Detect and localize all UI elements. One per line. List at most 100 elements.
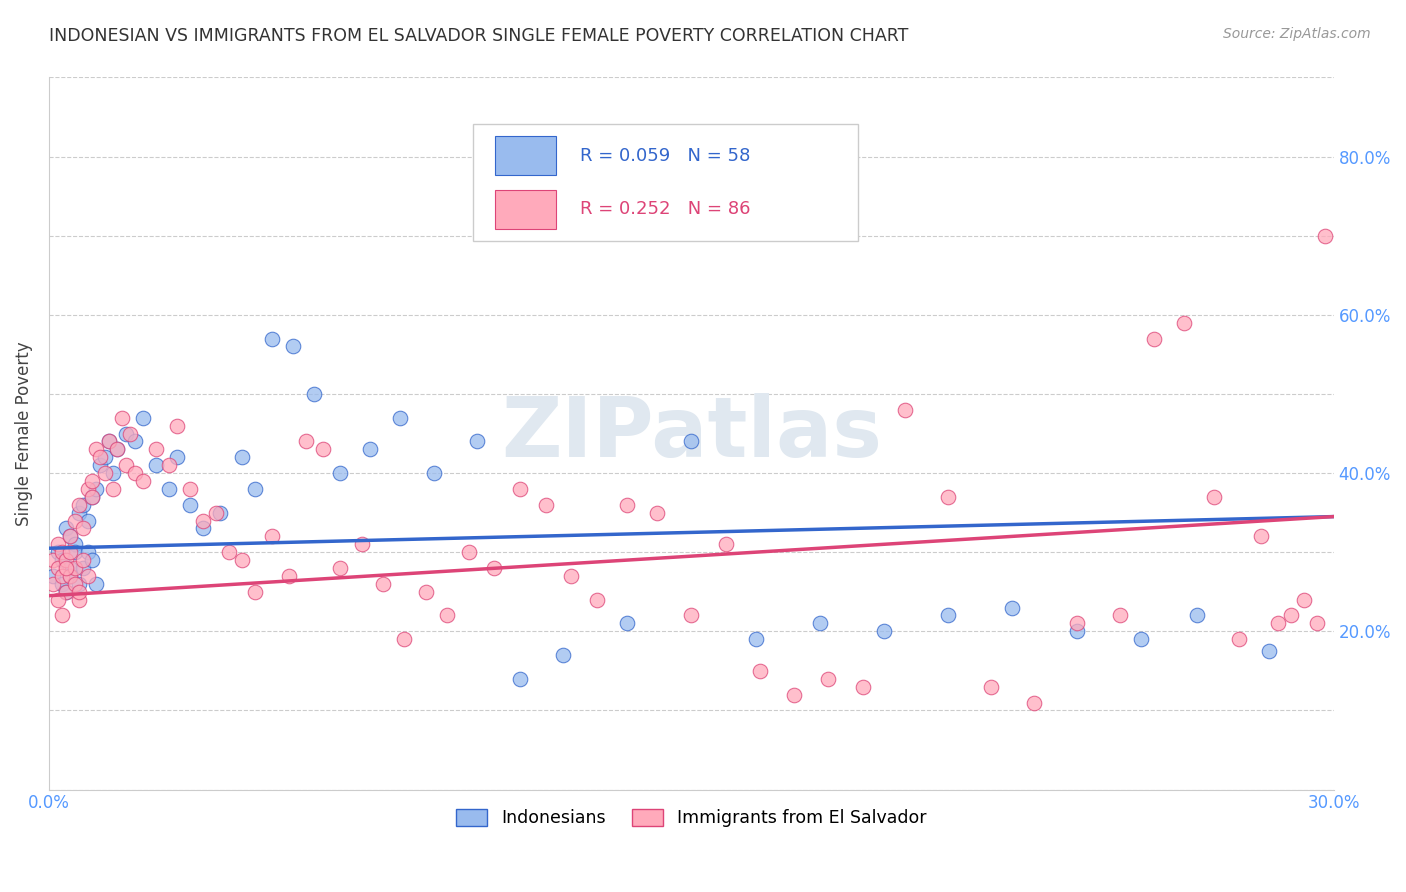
Point <box>534 498 557 512</box>
Point <box>89 458 111 472</box>
Point <box>281 339 304 353</box>
Point <box>51 569 73 583</box>
Point <box>205 506 228 520</box>
Point <box>415 584 437 599</box>
Point <box>873 624 896 639</box>
Point <box>1143 332 1166 346</box>
Point <box>63 577 86 591</box>
Point <box>681 434 703 449</box>
Point <box>645 506 668 520</box>
Point <box>51 608 73 623</box>
Point <box>84 442 107 457</box>
Point <box>107 442 129 457</box>
Point <box>120 426 142 441</box>
Point <box>1279 608 1302 623</box>
Point <box>51 545 73 559</box>
Point <box>55 584 77 599</box>
Point <box>67 577 90 591</box>
Point <box>329 561 352 575</box>
Point <box>67 592 90 607</box>
Text: INDONESIAN VS IMMIGRANTS FROM EL SALVADOR SINGLE FEMALE POVERTY CORRELATION CHAR: INDONESIAN VS IMMIGRANTS FROM EL SALVADO… <box>49 27 908 45</box>
Point <box>808 616 831 631</box>
Point <box>111 410 134 425</box>
Point <box>72 521 94 535</box>
Point <box>359 442 381 457</box>
Point <box>103 466 125 480</box>
Point <box>67 498 90 512</box>
Point <box>115 426 138 441</box>
Point <box>63 537 86 551</box>
Text: R = 0.252   N = 86: R = 0.252 N = 86 <box>579 200 749 219</box>
FancyBboxPatch shape <box>495 190 557 228</box>
Point <box>231 450 253 465</box>
Point <box>817 672 839 686</box>
Point <box>97 434 120 449</box>
Y-axis label: Single Female Poverty: Single Female Poverty <box>15 342 32 525</box>
Text: ZIPatlas: ZIPatlas <box>501 393 882 474</box>
Point <box>394 632 416 647</box>
Point <box>89 450 111 465</box>
Point <box>260 332 283 346</box>
Point <box>744 632 766 647</box>
Point <box>191 514 214 528</box>
Point <box>145 458 167 472</box>
Point <box>1313 228 1336 243</box>
Point <box>80 553 103 567</box>
Point <box>1001 600 1024 615</box>
Point <box>1066 624 1088 639</box>
Point <box>51 553 73 567</box>
Point <box>84 482 107 496</box>
Point <box>389 410 412 425</box>
Point <box>560 569 582 583</box>
Point <box>243 584 266 599</box>
Point <box>312 442 335 457</box>
Point <box>46 592 69 607</box>
Point <box>748 664 770 678</box>
Point <box>115 458 138 472</box>
Point <box>852 680 875 694</box>
Point <box>894 402 917 417</box>
Point <box>295 434 318 449</box>
Point <box>59 545 82 559</box>
Point <box>51 577 73 591</box>
Legend: Indonesians, Immigrants from El Salvador: Indonesians, Immigrants from El Salvador <box>449 802 934 834</box>
Point <box>157 458 180 472</box>
Point <box>67 584 90 599</box>
Point <box>145 442 167 457</box>
Point <box>277 569 299 583</box>
Point <box>55 553 77 567</box>
Point <box>260 529 283 543</box>
Point <box>132 410 155 425</box>
Point <box>1267 616 1289 631</box>
Point <box>616 498 638 512</box>
Point <box>681 608 703 623</box>
Point <box>980 680 1002 694</box>
Point <box>72 553 94 567</box>
Point <box>436 608 458 623</box>
Text: Source: ZipAtlas.com: Source: ZipAtlas.com <box>1223 27 1371 41</box>
Point <box>423 466 446 480</box>
Point <box>465 434 488 449</box>
Point <box>616 616 638 631</box>
Text: R = 0.059   N = 58: R = 0.059 N = 58 <box>579 147 749 165</box>
Point <box>231 553 253 567</box>
Point <box>179 498 201 512</box>
Point <box>63 561 86 575</box>
Point <box>76 482 98 496</box>
Point <box>80 474 103 488</box>
FancyBboxPatch shape <box>495 136 557 176</box>
Point <box>55 561 77 575</box>
Point <box>124 466 146 480</box>
Point <box>42 577 65 591</box>
Point <box>783 688 806 702</box>
Point <box>72 498 94 512</box>
Point <box>107 442 129 457</box>
Point <box>350 537 373 551</box>
Point <box>371 577 394 591</box>
Point <box>1292 592 1315 607</box>
Point <box>97 434 120 449</box>
Point <box>1250 529 1272 543</box>
Point <box>586 592 609 607</box>
Point <box>46 561 69 575</box>
Point <box>509 672 531 686</box>
